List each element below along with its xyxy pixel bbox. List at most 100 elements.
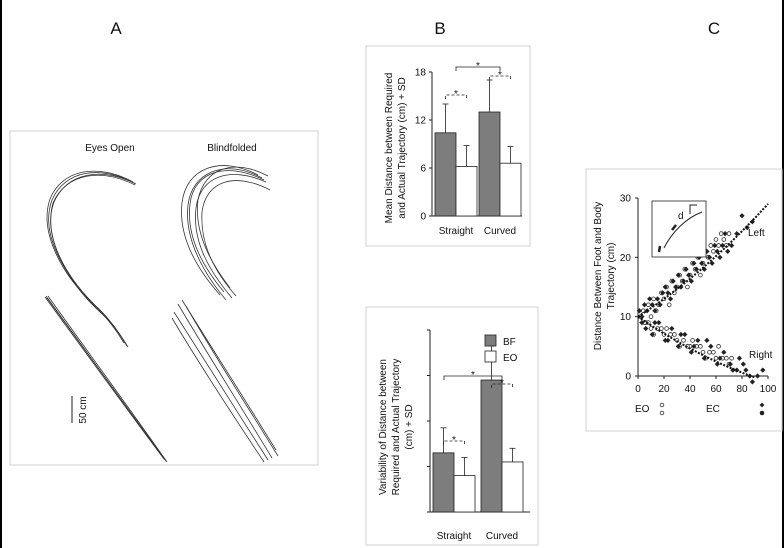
b-top-bar [434,132,457,217]
b-top-sig-bracket-between [455,66,501,71]
b-bottom-sig-star-curved: * [500,378,504,389]
b-bottom-category-label: Curved [486,531,518,542]
c-legend-ec-marker-1 [759,402,765,408]
c-ytick-label: 10 [620,312,632,323]
legend-eo-swatch [484,350,497,363]
c-label-left: Left [748,228,765,239]
c-point-ec [636,308,642,314]
c-point-ec [701,355,707,361]
c-point-ec [727,361,733,367]
c-point-eo [716,344,721,349]
c-point-eo [698,272,703,278]
legend-bf-swatch [484,334,497,347]
c-point-ec [660,290,666,296]
c-point-eo [672,332,677,337]
b-bottom-legend: BF EO [484,334,518,364]
c-point-eo [659,326,664,331]
c-point-ec [736,355,743,361]
c-inset: d [651,200,707,258]
c-trend-left [637,203,769,318]
c-point-ec [704,337,710,344]
panel-letter-c: C [708,19,720,38]
scale-bar-label: 50 cm [78,396,89,423]
c-point-ec [639,319,645,326]
c-point-ec [654,296,661,302]
c-point-eo [690,338,695,343]
panel-a-box [9,130,319,466]
b-top-sig-star-straight: * [454,89,458,100]
c-point-ec [719,242,726,249]
c-label-right: Right [749,350,773,361]
b-bottom-sig-bracket-straight [443,440,465,445]
c-legend-eo-marker-2 [659,410,665,416]
c-legend-eo-label: EO [635,404,650,415]
b-bottom-sig-star-between: * [471,370,475,381]
c-ytick-label: 30 [620,194,632,205]
b-top-plot: 0 6 12 18 Straight Curved * * * [415,61,522,237]
c-xtick-label: 100 [760,384,777,395]
b-bottom-sig-bracket-curved [491,383,513,388]
b-top-category-label: Curved [484,226,516,237]
c-point-ec [739,213,745,219]
c-point-ec [675,272,681,278]
c-point-ec [693,266,700,272]
c-point-ec [686,272,692,278]
c-point-ec [691,260,697,266]
c-point-ec [649,331,655,338]
b-bottom-sig-star-straight: * [452,435,456,446]
b-top-ytick-label: 0 [420,212,426,223]
c-point-ec [675,343,681,349]
c-point-ec [665,337,671,344]
c-point-eo [721,237,727,242]
c-point-ec [743,367,749,373]
c-legend-eo-marker-1 [659,402,665,408]
b-top-sig-bracket-curved [489,75,511,80]
c-point-eo [711,349,716,355]
eyes-open-straight-trajectories [44,295,168,463]
c-xtick-label: 0 [635,384,641,395]
b-bottom-bar [453,475,476,513]
c-point-ec [714,361,720,367]
c-point-eo [664,326,669,331]
blindfolded-straight-trajectories [171,299,279,463]
c-xtick-label: 40 [684,384,696,395]
c-legend-ec-marker-2 [759,410,765,416]
c-inset-letter: d [678,211,684,222]
c-point-ec [643,325,649,332]
legend-bf-label: BF [503,337,516,348]
b-bottom-ylabel-line3: (cm) + SD [404,404,415,449]
legend-eo-label: EO [503,353,518,364]
c-point-eo [685,284,690,290]
c-point-ec [695,337,701,344]
c-point-ec [740,361,746,367]
label-blindfolded: Blindfolded [207,143,256,154]
b-top-bar [455,165,478,217]
c-point-ec [657,302,663,308]
c-point-eo [681,338,686,343]
c-point-ec [708,343,714,349]
c-point-ec [725,248,731,255]
c-point-ec [721,349,727,355]
b-top-ytick-label: 18 [415,68,427,79]
c-xtick-label: 80 [736,384,748,395]
c-point-eo [707,349,712,355]
c-point-ec [652,319,658,326]
b-bottom-sig-bracket-between [443,375,503,380]
c-point-ec [691,343,697,349]
c-point-ec [754,373,761,379]
b-top-ylabel-line1: Mean Distance between Required [384,73,395,224]
c-point-ec [706,254,713,260]
c-point-ec [662,284,668,290]
c-point-ec [670,278,676,284]
c-point-eo [648,326,654,331]
c-point-ec [656,319,662,326]
c-point-ec [682,331,688,338]
c-point-ec [709,260,715,266]
c-point-eo [666,302,672,308]
b-bottom-ylabel-line1: Variability of Distance between [378,359,389,495]
c-inset-foot-2 [657,245,662,253]
c-point-ec [717,355,723,361]
c-trend-right [637,315,756,379]
c-ytick-label: 20 [620,253,632,264]
c-point-ec [641,302,648,308]
